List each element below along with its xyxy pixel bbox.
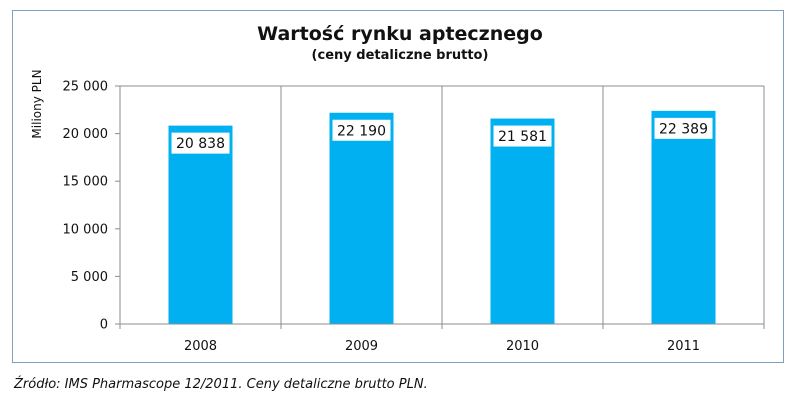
chart-title: Wartość rynku aptecznego	[257, 23, 543, 45]
chart-subtitle: (ceny detaliczne brutto)	[311, 48, 489, 63]
data-label-box	[654, 117, 713, 139]
data-label: 21 581	[498, 129, 547, 145]
source-note: Źródło: IMS Pharmascope 12/2011. Ceny de…	[14, 377, 428, 392]
grid-lines	[120, 85, 765, 324]
bar-2011	[651, 110, 716, 324]
x-tick-label: 2010	[506, 339, 539, 354]
y-tick-label: 5 000	[71, 270, 108, 285]
data-label: 22 190	[337, 123, 386, 139]
y-tick-label: 15 000	[63, 175, 109, 190]
bars	[168, 110, 716, 325]
y-tick-label: 25 000	[63, 80, 109, 95]
y-tick-label: 20 000	[63, 127, 109, 142]
y-ticks: 0 5 000 10 000 15 000 20 000 25 000	[63, 80, 120, 333]
data-label: 20 838	[176, 136, 225, 152]
data-labels: 20 838 22 190 21 581 22 389	[171, 117, 713, 154]
x-tick-label: 2009	[345, 339, 378, 354]
bar-2010	[490, 118, 555, 324]
data-label-box	[493, 125, 552, 147]
bar-2009	[329, 112, 394, 325]
data-label: 22 389	[659, 121, 708, 137]
x-ticks: 2008 2009 2010 2011	[119, 324, 765, 354]
x-tick-label: 2011	[667, 339, 700, 354]
data-label-box	[171, 132, 230, 154]
y-tick-label: 10 000	[63, 222, 109, 237]
y-tick-label: 0	[100, 318, 108, 333]
bar-2008	[168, 125, 233, 324]
data-label-box	[332, 119, 391, 141]
x-tick-label: 2008	[184, 339, 217, 354]
